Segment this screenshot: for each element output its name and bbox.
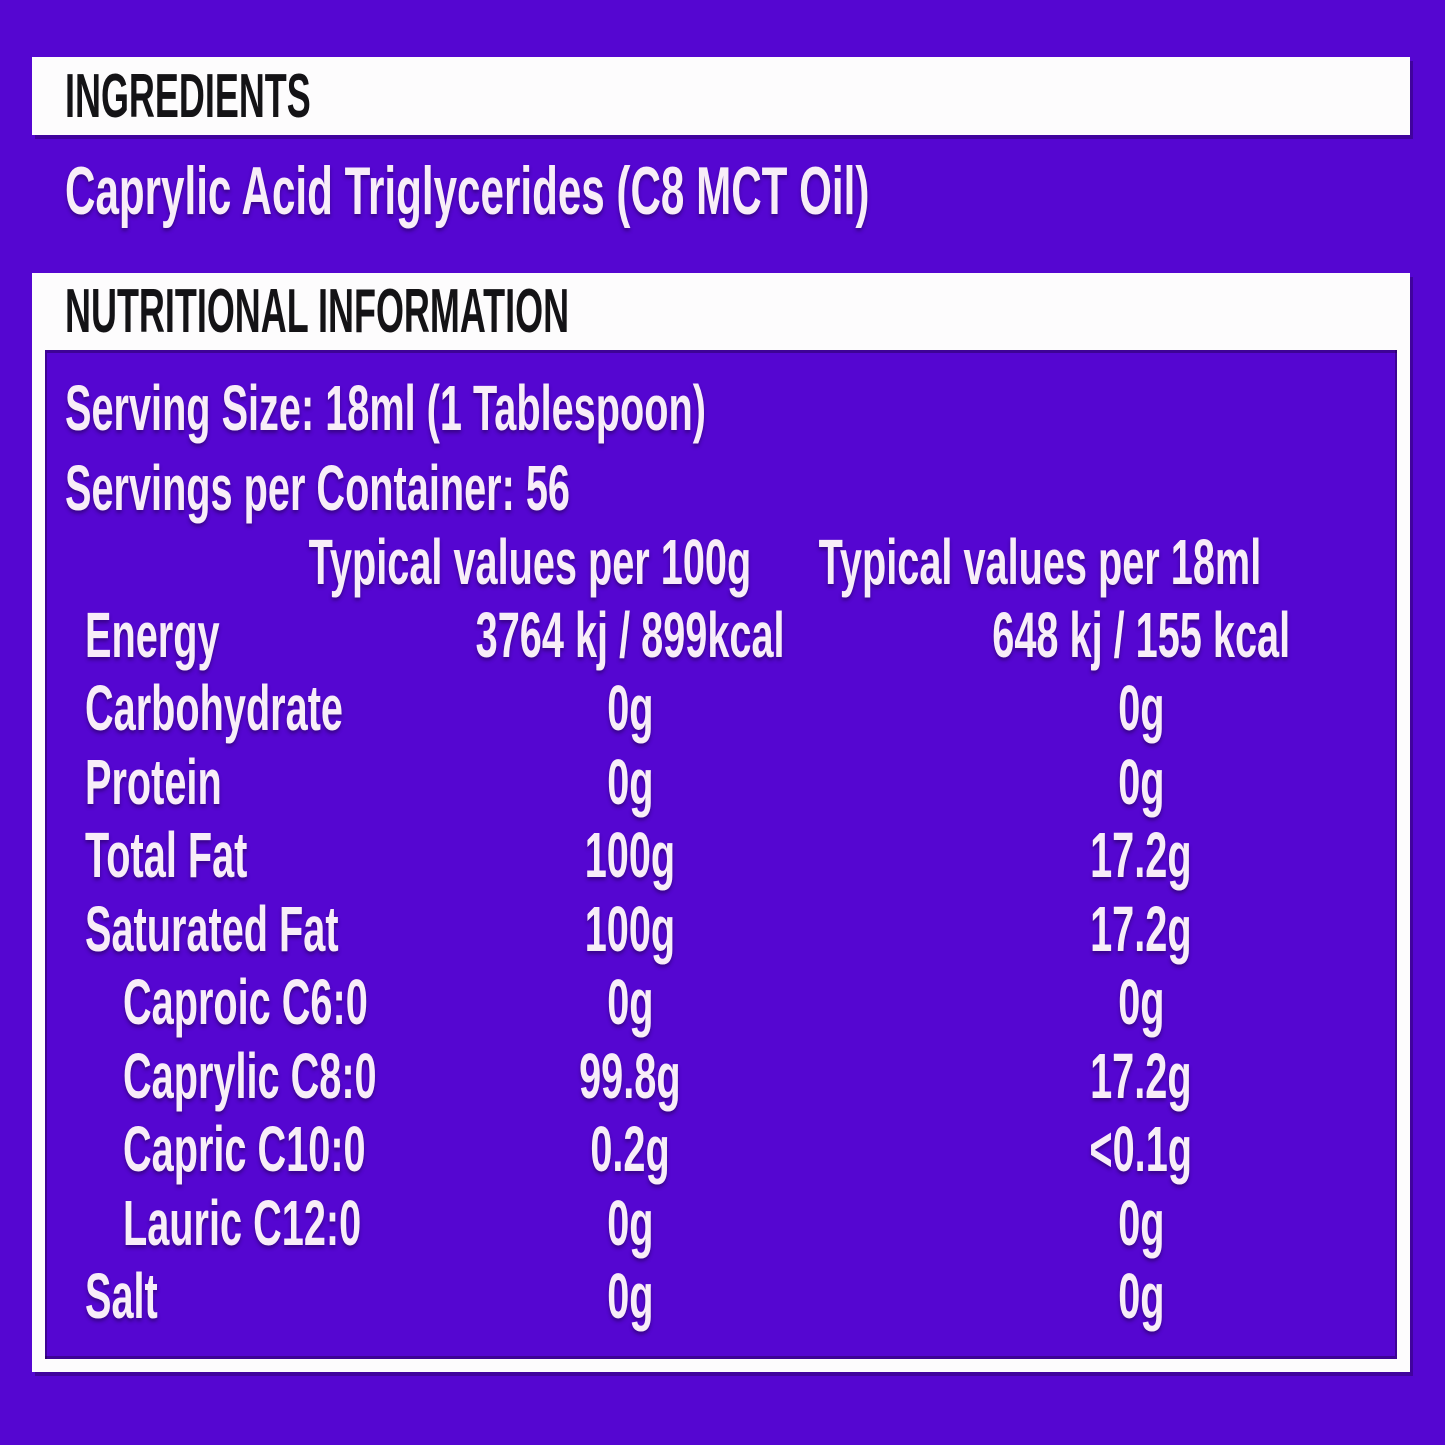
- row-label: Caproic C6:0: [123, 966, 368, 1039]
- value-per-100g-cell: 0.2g: [375, 1112, 885, 1186]
- row-label-cell: Saturated Fat: [45, 892, 375, 966]
- value-per-18ml: 17.2g: [1090, 1039, 1192, 1112]
- row-label: Saturated Fat: [85, 892, 339, 965]
- table-row: Total Fat 100g 17.2g: [45, 819, 1397, 893]
- row-label-cell: Total Fat: [45, 818, 375, 892]
- value-per-18ml: 17.2g: [1090, 819, 1192, 892]
- header-per-100g-text: Typical values per 100g: [308, 526, 752, 598]
- ingredients-title: INGREDIENTS: [65, 61, 311, 131]
- header-per-100g: Typical values per 100g: [173, 525, 752, 599]
- value-per-100g-cell: 100g: [375, 892, 885, 966]
- row-label-cell: Carbohydrate: [45, 671, 375, 745]
- value-per-100g: 99.8g: [579, 1039, 681, 1112]
- row-label: Caprylic C8:0: [123, 1039, 377, 1112]
- table-header-row: Typical values per 100g Typical values p…: [45, 526, 1397, 598]
- serving-size-text: Serving Size: 18ml (1 Tablespoon): [65, 372, 706, 444]
- header-per-18ml: Typical values per 18ml: [683, 525, 1397, 599]
- nutrition-panel: NUTRITIONAL INFORMATION Serving Size: 18…: [32, 273, 1410, 1372]
- row-label: Carbohydrate: [85, 672, 343, 745]
- value-per-18ml-cell: 0g: [885, 745, 1397, 819]
- row-label: Lauric C12:0: [123, 1186, 362, 1259]
- table-row: Caprylic C8:0 99.8g 17.2g: [45, 1039, 1397, 1113]
- value-per-100g: 0g: [606, 966, 654, 1039]
- row-label-cell: Caproic C6:0: [45, 965, 375, 1039]
- table-row: Capric C10:0 0.2g <0.1g: [45, 1113, 1397, 1187]
- ingredients-text: Caprylic Acid Triglycerides (C8 MCT Oil): [65, 148, 1362, 234]
- value-per-100g-cell: 0g: [375, 1259, 885, 1333]
- nutrition-table: Typical values per 100g Typical values p…: [45, 526, 1397, 1333]
- value-per-18ml: 0g: [1117, 672, 1165, 745]
- nutrition-table-body: Energy 3764 kj / 899kcal 648 kj / 155 kcal…: [45, 598, 1397, 1333]
- ingredients-value: Caprylic Acid Triglycerides (C8 MCT Oil): [65, 153, 870, 229]
- nutrition-header-bar: NUTRITIONAL INFORMATION: [45, 273, 1397, 350]
- value-per-18ml-cell: <0.1g: [885, 1112, 1397, 1186]
- value-per-18ml: 0g: [1117, 966, 1165, 1039]
- value-per-100g-cell: 99.8g: [375, 1039, 885, 1113]
- row-label-cell: Lauric C12:0: [45, 1186, 375, 1260]
- row-label: Protein: [85, 745, 222, 818]
- value-per-100g: 100g: [584, 819, 676, 892]
- value-per-18ml-cell: 0g: [885, 965, 1397, 1039]
- table-row: Carbohydrate 0g 0g: [45, 672, 1397, 746]
- value-per-100g: 0g: [606, 1186, 654, 1259]
- value-per-18ml: <0.1g: [1089, 1113, 1193, 1186]
- value-per-100g: 3764 kj / 899kcal: [475, 598, 785, 671]
- value-per-100g-cell: 0g: [375, 671, 885, 745]
- row-label-cell: Capric C10:0: [45, 1112, 375, 1186]
- value-per-100g-cell: 3764 kj / 899kcal: [375, 598, 885, 672]
- value-per-100g-cell: 0g: [375, 965, 885, 1039]
- value-per-18ml-cell: 17.2g: [885, 892, 1397, 966]
- value-per-100g-cell: 100g: [375, 818, 885, 892]
- value-per-18ml: 648 kj / 155 kcal: [992, 598, 1290, 671]
- table-row: Energy 3764 kj / 899kcal 648 kj / 155 kcal: [45, 598, 1397, 672]
- row-label-cell: Protein: [45, 745, 375, 819]
- value-per-18ml: 0g: [1117, 1186, 1165, 1259]
- value-per-100g-cell: 0g: [375, 745, 885, 819]
- value-per-18ml: 17.2g: [1090, 892, 1192, 965]
- row-label-cell: Energy: [45, 598, 375, 672]
- table-row: Saturated Fat 100g 17.2g: [45, 892, 1397, 966]
- value-per-18ml: 0g: [1117, 1260, 1165, 1333]
- value-per-18ml-cell: 0g: [885, 1186, 1397, 1260]
- serving-size-line: Serving Size: 18ml (1 Tablespoon): [45, 366, 1397, 450]
- value-per-18ml-cell: 17.2g: [885, 818, 1397, 892]
- nutrition-content: Serving Size: 18ml (1 Tablespoon) Servin…: [45, 350, 1397, 1359]
- value-per-100g-cell: 0g: [375, 1186, 885, 1260]
- row-label: Energy: [85, 598, 220, 671]
- value-per-100g: 0g: [606, 1260, 654, 1333]
- row-label-cell: Salt: [45, 1259, 375, 1333]
- table-row: Salt 0g 0g: [45, 1260, 1397, 1334]
- servings-per-container-text: Servings per Container: 56: [65, 452, 570, 524]
- value-per-100g: 0.2g: [590, 1113, 670, 1186]
- value-per-100g: 100g: [584, 892, 676, 965]
- table-row: Lauric C12:0 0g 0g: [45, 1186, 1397, 1260]
- value-per-100g: 0g: [606, 745, 654, 818]
- value-per-18ml-cell: 0g: [885, 1259, 1397, 1333]
- row-label-cell: Caprylic C8:0: [45, 1039, 377, 1113]
- row-label: Salt: [85, 1260, 158, 1333]
- ingredients-header-bar: INGREDIENTS: [32, 57, 1410, 135]
- table-row: Protein 0g 0g: [45, 745, 1397, 819]
- value-per-18ml-cell: 17.2g: [885, 1039, 1397, 1113]
- nutrition-title: NUTRITIONAL INFORMATION: [65, 277, 570, 346]
- value-per-100g: 0g: [606, 672, 654, 745]
- table-row: Caproic C6:0 0g 0g: [45, 966, 1397, 1040]
- value-per-18ml: 0g: [1117, 745, 1165, 818]
- value-per-18ml-cell: 648 kj / 155 kcal: [885, 598, 1397, 672]
- header-per-18ml-text: Typical values per 18ml: [818, 526, 1262, 598]
- row-label: Capric C10:0: [123, 1113, 366, 1186]
- servings-per-container-line: Servings per Container: 56: [45, 450, 1397, 526]
- value-per-18ml-cell: 0g: [885, 671, 1397, 745]
- row-label: Total Fat: [85, 819, 248, 892]
